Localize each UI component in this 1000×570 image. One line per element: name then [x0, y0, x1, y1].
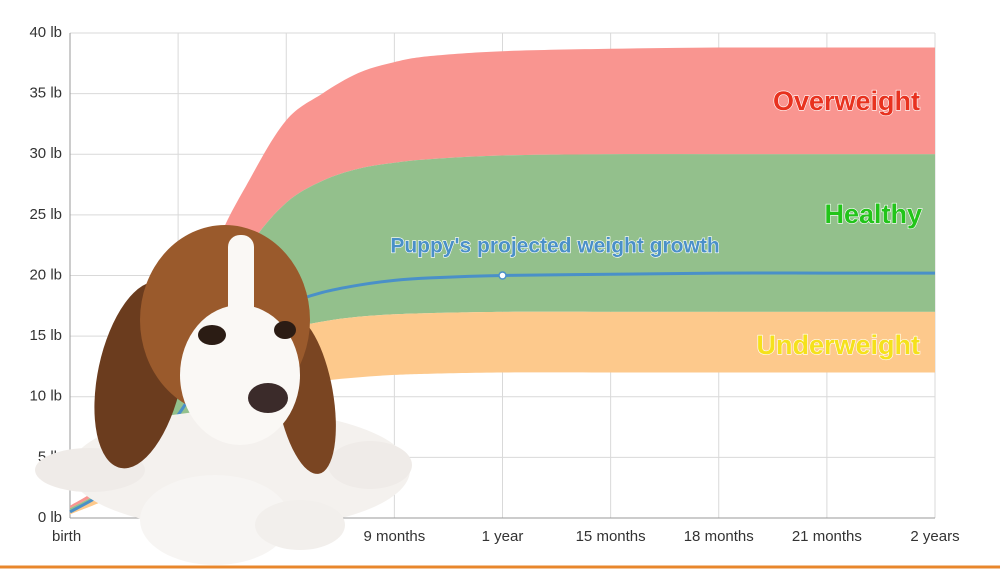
band-label: Overweight — [773, 86, 920, 116]
y-tick-label: 35 lb — [29, 85, 62, 102]
y-tick-label: 40 lb — [29, 24, 62, 41]
band-label: Healthy — [824, 199, 922, 229]
x-tick-label: 2 years — [910, 528, 959, 545]
y-tick-label: 10 lb — [29, 388, 62, 405]
x-tick-label: 9 months — [364, 528, 426, 545]
x-tick-label: 21 months — [792, 528, 862, 545]
band-area — [70, 47, 935, 509]
band-label: Underweight — [756, 330, 920, 360]
x-tick-label: 1 year — [482, 528, 524, 545]
y-tick-label: 30 lb — [29, 145, 62, 162]
y-tick-label: 20 lb — [29, 266, 62, 283]
growth-label: Puppy's projected weight growth — [390, 235, 719, 258]
labels: Overweight Healthy Underweight Puppy's proj… — [390, 86, 923, 361]
y-tick-label: 15 lb — [29, 327, 62, 344]
y-tick-label: 25 lb — [29, 206, 62, 223]
x-tick-label: 18 months — [684, 528, 754, 545]
x-tick-label: 15 months — [576, 528, 646, 545]
y-tick-label: 0 lb — [38, 509, 62, 526]
growth-marker — [498, 271, 507, 280]
x-tick-label: birth — [52, 528, 81, 545]
band-area — [70, 154, 935, 512]
puppy-photo — [35, 225, 412, 565]
